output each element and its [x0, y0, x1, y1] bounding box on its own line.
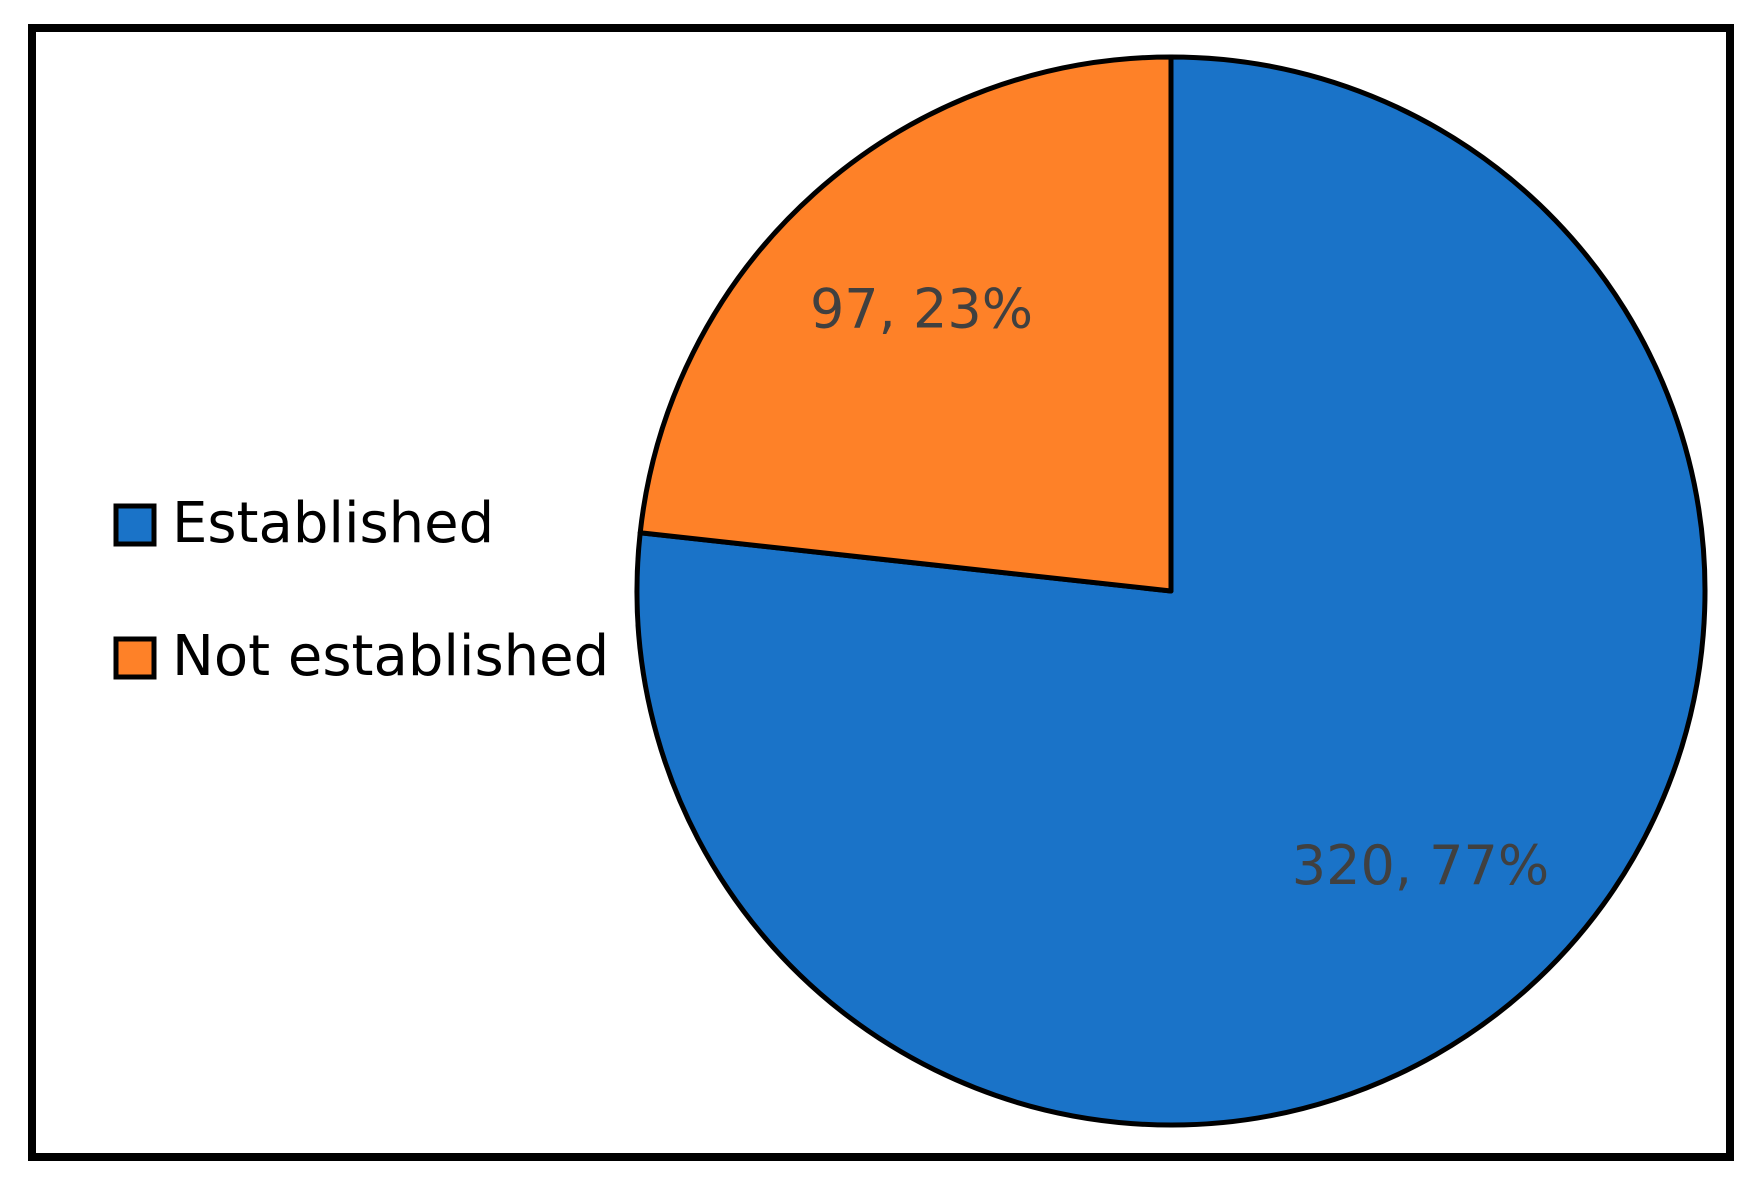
legend-label: Established [172, 491, 494, 556]
legend-swatch [113, 636, 157, 680]
pie-slice [634, 54, 1708, 1128]
legend-swatch [113, 503, 157, 547]
data-label: 97, 23% [810, 277, 1033, 340]
legend-label: Not established [172, 624, 609, 689]
pie-slice [637, 54, 1174, 594]
data-label: 320, 77% [1292, 834, 1549, 897]
